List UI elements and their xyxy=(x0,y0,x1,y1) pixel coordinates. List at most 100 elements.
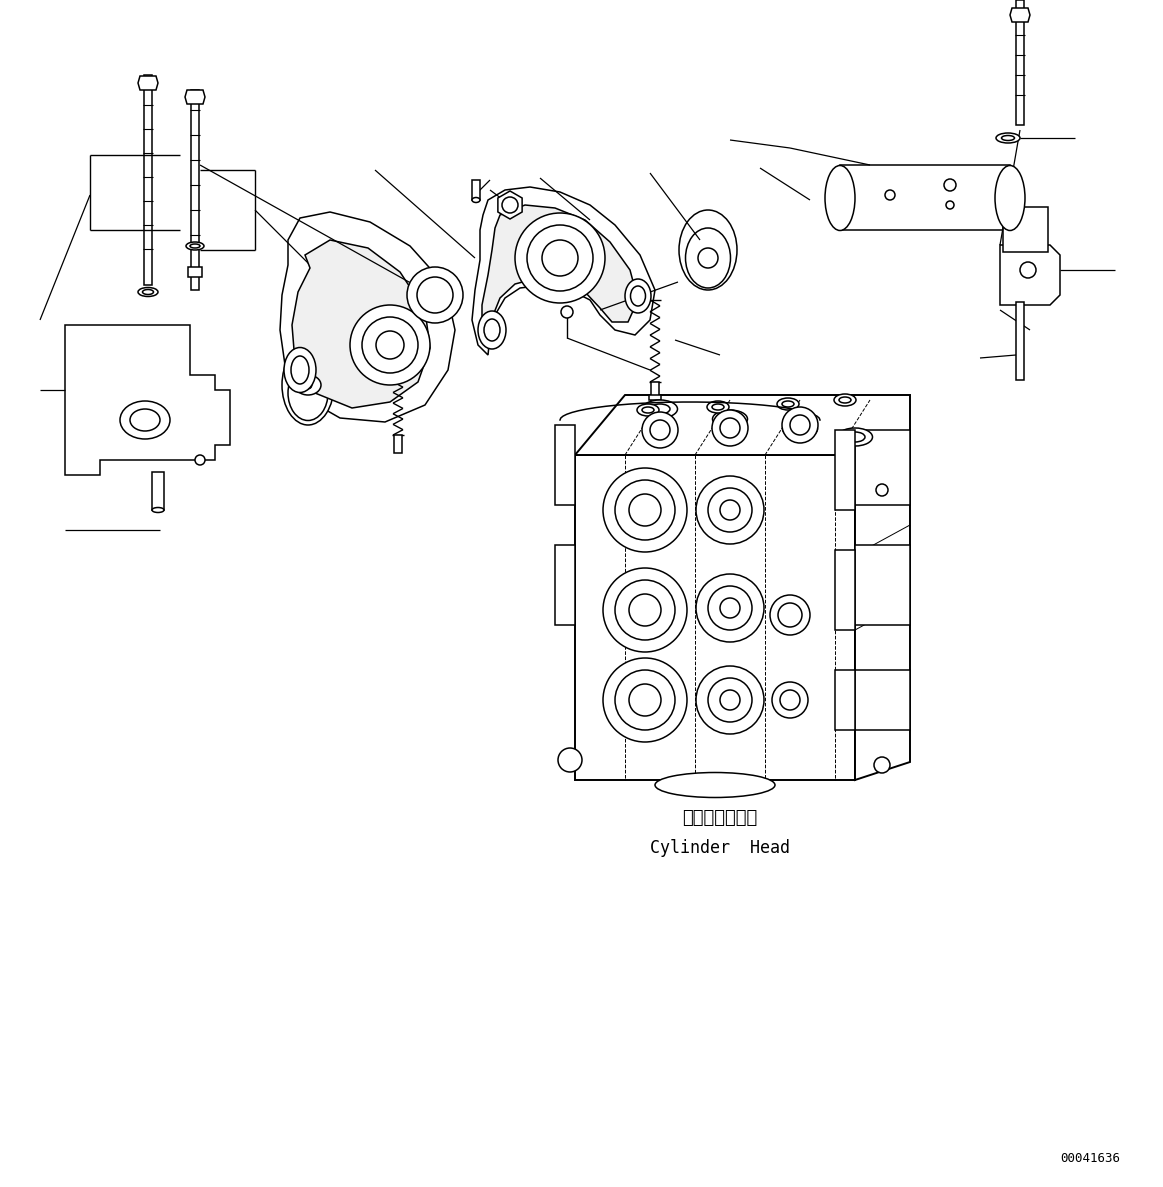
Ellipse shape xyxy=(642,400,678,418)
Circle shape xyxy=(561,306,573,318)
Bar xyxy=(649,395,661,400)
Circle shape xyxy=(615,580,675,640)
Polygon shape xyxy=(855,434,909,780)
Bar xyxy=(840,165,1009,230)
Circle shape xyxy=(698,248,718,268)
Ellipse shape xyxy=(138,287,158,297)
Circle shape xyxy=(350,305,430,385)
Circle shape xyxy=(629,594,661,626)
Bar xyxy=(855,669,909,730)
Ellipse shape xyxy=(837,429,872,446)
Circle shape xyxy=(695,476,764,544)
Circle shape xyxy=(790,415,809,434)
Bar xyxy=(1016,301,1023,380)
Polygon shape xyxy=(472,188,655,355)
Circle shape xyxy=(407,267,463,323)
Polygon shape xyxy=(575,455,855,780)
Polygon shape xyxy=(138,76,158,90)
Ellipse shape xyxy=(846,432,865,442)
Ellipse shape xyxy=(996,133,1020,142)
Ellipse shape xyxy=(295,375,321,395)
Circle shape xyxy=(708,488,752,532)
Ellipse shape xyxy=(288,366,328,420)
Circle shape xyxy=(946,201,954,209)
Circle shape xyxy=(695,575,764,642)
Text: Cylinder  Head: Cylinder Head xyxy=(650,839,790,857)
Circle shape xyxy=(629,494,661,526)
Circle shape xyxy=(780,690,800,710)
Circle shape xyxy=(778,603,802,627)
Bar xyxy=(855,545,909,626)
Circle shape xyxy=(708,586,752,630)
Ellipse shape xyxy=(120,401,170,439)
Circle shape xyxy=(602,468,687,552)
Ellipse shape xyxy=(284,348,316,393)
Ellipse shape xyxy=(281,345,334,425)
Ellipse shape xyxy=(484,319,500,341)
Circle shape xyxy=(650,420,670,440)
Ellipse shape xyxy=(783,420,818,438)
Ellipse shape xyxy=(825,165,855,230)
Ellipse shape xyxy=(1001,135,1014,140)
Bar xyxy=(152,472,164,510)
Polygon shape xyxy=(185,90,205,104)
Ellipse shape xyxy=(712,404,725,410)
Circle shape xyxy=(642,412,678,447)
Circle shape xyxy=(602,658,687,742)
Ellipse shape xyxy=(777,398,799,410)
Circle shape xyxy=(770,595,809,635)
Circle shape xyxy=(720,690,740,710)
Circle shape xyxy=(720,418,740,438)
Bar xyxy=(835,550,855,630)
Ellipse shape xyxy=(720,414,740,424)
Ellipse shape xyxy=(685,228,730,288)
Ellipse shape xyxy=(834,394,856,406)
Ellipse shape xyxy=(782,401,794,407)
Polygon shape xyxy=(280,212,455,423)
Ellipse shape xyxy=(143,290,154,294)
Ellipse shape xyxy=(707,401,729,413)
Ellipse shape xyxy=(190,245,200,248)
Circle shape xyxy=(615,480,675,540)
Ellipse shape xyxy=(291,356,309,385)
Circle shape xyxy=(772,683,808,718)
Circle shape xyxy=(515,212,605,303)
Bar xyxy=(555,425,575,504)
Bar xyxy=(855,430,909,504)
Circle shape xyxy=(558,748,582,772)
Ellipse shape xyxy=(630,286,645,306)
Polygon shape xyxy=(1000,245,1059,305)
Circle shape xyxy=(708,678,752,722)
Ellipse shape xyxy=(186,242,204,250)
Circle shape xyxy=(885,190,896,199)
Polygon shape xyxy=(481,205,638,339)
Text: 00041636: 00041636 xyxy=(1059,1151,1120,1164)
Circle shape xyxy=(527,226,593,291)
Bar xyxy=(394,434,402,453)
Bar xyxy=(1003,207,1048,252)
Ellipse shape xyxy=(637,404,659,415)
Polygon shape xyxy=(575,395,909,455)
Ellipse shape xyxy=(679,210,737,290)
Bar xyxy=(835,669,855,730)
Circle shape xyxy=(542,240,578,277)
Ellipse shape xyxy=(839,396,851,404)
Polygon shape xyxy=(292,240,430,408)
Circle shape xyxy=(720,598,740,618)
Ellipse shape xyxy=(130,410,160,431)
Circle shape xyxy=(782,407,818,443)
Text: シリンダヘッド: シリンダヘッド xyxy=(683,810,757,827)
Circle shape xyxy=(720,500,740,520)
Polygon shape xyxy=(1009,8,1030,23)
Ellipse shape xyxy=(472,197,480,203)
Circle shape xyxy=(195,455,205,465)
Circle shape xyxy=(602,569,687,652)
Ellipse shape xyxy=(650,404,670,414)
Ellipse shape xyxy=(625,279,651,313)
Circle shape xyxy=(944,179,956,191)
Ellipse shape xyxy=(790,424,809,434)
Ellipse shape xyxy=(655,773,775,798)
Circle shape xyxy=(875,757,890,773)
Ellipse shape xyxy=(152,508,164,513)
Bar xyxy=(651,382,659,402)
